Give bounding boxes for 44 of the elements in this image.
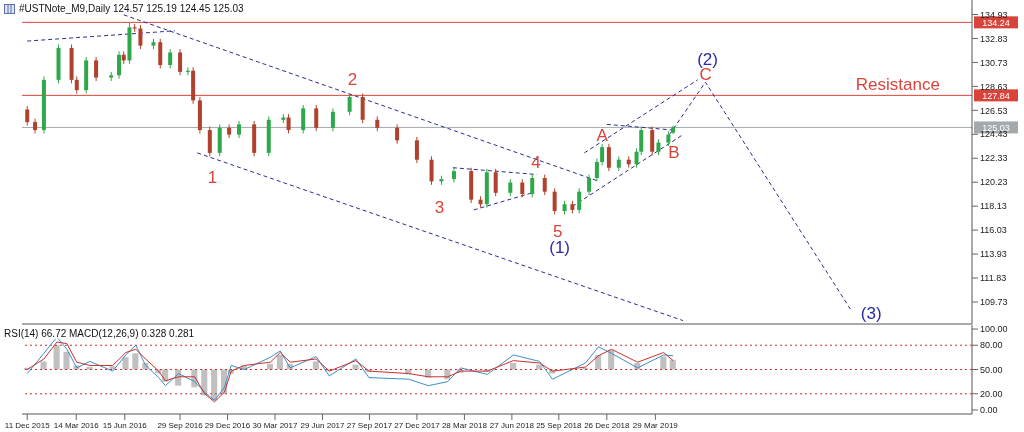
y-tick-label: 100.00: [980, 324, 1008, 335]
y-tick-label: 113.93: [980, 249, 1007, 260]
annotation: 1: [207, 168, 218, 188]
annotation: 5: [552, 222, 563, 241]
y-tick-label: 120.23: [980, 177, 1008, 188]
chart-title: #USTNote_M9,Daily 124.57 125.19 124.45 125.03: [19, 3, 244, 14]
x-tick-label: 11 Dec 2015: [4, 420, 51, 430]
x-tick-label: 29 Sep 2016: [157, 420, 204, 430]
annotation: 4: [531, 153, 541, 173]
x-tick-label: 27 Jun 2018: [489, 420, 535, 430]
y-tick-label: 122.33: [980, 153, 1008, 164]
x-tick-label: 15 Jun 2016: [102, 420, 148, 430]
annotation: 2: [347, 70, 358, 90]
x-tick-label: 26 Dec 2018: [584, 420, 631, 430]
y-tick-label: 20.00: [980, 388, 1003, 399]
x-tick-label: 30 Mar 2017: [252, 420, 299, 430]
annotation: Resistance: [855, 75, 940, 95]
annotation: (3): [860, 304, 882, 324]
x-tick-label: 14 Mar 2016: [53, 420, 100, 430]
x-tick-label: 28 Mar 2018: [441, 420, 488, 430]
x-tick-label: 25 Sep 2018: [536, 420, 583, 430]
chart-title: RSI(14) 66.72 MACD(12,26,9) 0.328 0.281: [4, 328, 195, 339]
y-tick-label: 0.00: [980, 405, 998, 416]
y-tick-label: 111.83: [980, 273, 1007, 284]
x-tick-label: 29 Jun 2017: [300, 420, 346, 430]
x-tick-label: 29 Mar 2019: [632, 420, 679, 430]
y-tick-label: 116.03: [980, 225, 1007, 236]
y-tick-label: 50.00: [980, 364, 1003, 375]
x-tick-label: 27 Dec 2017: [394, 420, 441, 430]
y-tick-label: 130.73: [980, 57, 1008, 68]
annotation: B: [668, 143, 680, 163]
y-tick-label: 109.73: [980, 297, 1008, 308]
ref-line-label: 127.84: [982, 90, 1010, 101]
annotation: 3: [434, 198, 445, 218]
ref-line-label: 134.24: [982, 17, 1010, 28]
annotation: A: [596, 126, 608, 146]
y-tick-label: 132.83: [980, 33, 1008, 44]
y-tick-label: 126.53: [980, 105, 1008, 116]
x-tick-label: 29 Dec 2016: [204, 420, 251, 430]
y-tick-label: 128.63: [980, 81, 1008, 92]
x-tick-label: 27 Sep 2017: [346, 420, 393, 430]
y-tick-label: 118.13: [980, 201, 1007, 212]
annotation: (1): [549, 238, 571, 258]
y-tick-label: 80.00: [980, 340, 1003, 351]
